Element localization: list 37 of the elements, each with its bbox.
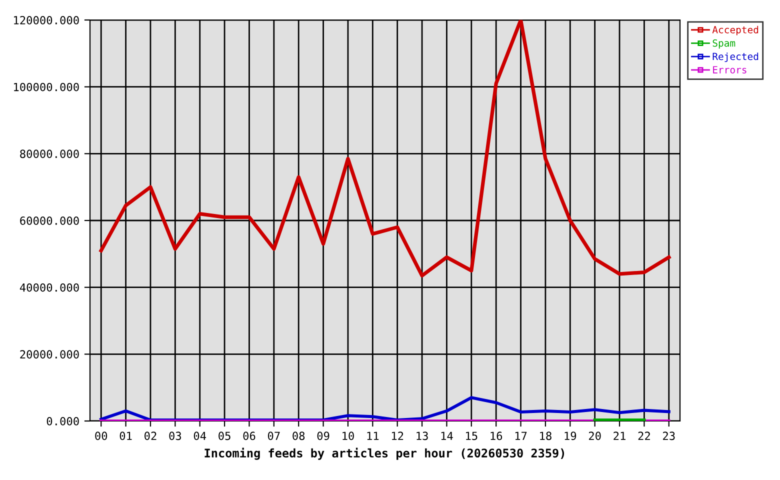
x-tick-label: 14 bbox=[441, 432, 453, 440]
legend-label: Rejected bbox=[712, 52, 758, 62]
y-tick-label: 60000.000 bbox=[20, 216, 79, 225]
y-tick-label: 80000.000 bbox=[20, 150, 79, 158]
y-tick-label: 40000.000 bbox=[20, 283, 79, 292]
x-tick-label: 04 bbox=[194, 432, 206, 440]
x-tick-label: 03 bbox=[169, 432, 182, 440]
x-tick-label: 16 bbox=[490, 432, 502, 440]
y-tick-label: 120000.000 bbox=[14, 16, 79, 24]
x-tick-label: 11 bbox=[367, 432, 379, 440]
x-tick-label: 01 bbox=[120, 432, 132, 440]
x-tick-label: 18 bbox=[540, 432, 552, 440]
x-tick-label: 22 bbox=[638, 432, 650, 440]
x-tick-label: 07 bbox=[268, 432, 280, 440]
legend-label: Spam bbox=[712, 39, 736, 49]
x-tick-label: 02 bbox=[144, 432, 156, 440]
x-tick-label: 00 bbox=[95, 432, 108, 440]
x-tick-label: 09 bbox=[317, 432, 330, 440]
x-tick-label: 17 bbox=[515, 432, 527, 440]
x-tick-label: 19 bbox=[564, 432, 576, 440]
y-tick-label: 0.000 bbox=[46, 417, 79, 426]
x-tick-label: 13 bbox=[416, 432, 428, 440]
x-tick-label: 06 bbox=[243, 432, 256, 440]
y-tick-label: 20000.000 bbox=[20, 350, 79, 359]
y-tick-label: 100000.000 bbox=[14, 82, 79, 92]
legend-label: Errors bbox=[713, 66, 746, 74]
x-axis-title: Incoming feeds by articles per hour (20260530 2359) bbox=[204, 448, 564, 460]
line-series bbox=[99, 20, 671, 278]
x-tick-label: 23 bbox=[663, 432, 675, 440]
legend-label: Accepted bbox=[712, 26, 758, 36]
x-tick-label: 12 bbox=[392, 432, 404, 440]
x-tick-label: 10 bbox=[342, 432, 354, 440]
x-tick-label: 08 bbox=[292, 432, 305, 440]
x-tick-label: 05 bbox=[218, 432, 230, 440]
x-tick-label: 15 bbox=[466, 432, 478, 440]
x-tick-label: 20 bbox=[588, 432, 601, 440]
x-tick-label: 21 bbox=[614, 432, 626, 440]
